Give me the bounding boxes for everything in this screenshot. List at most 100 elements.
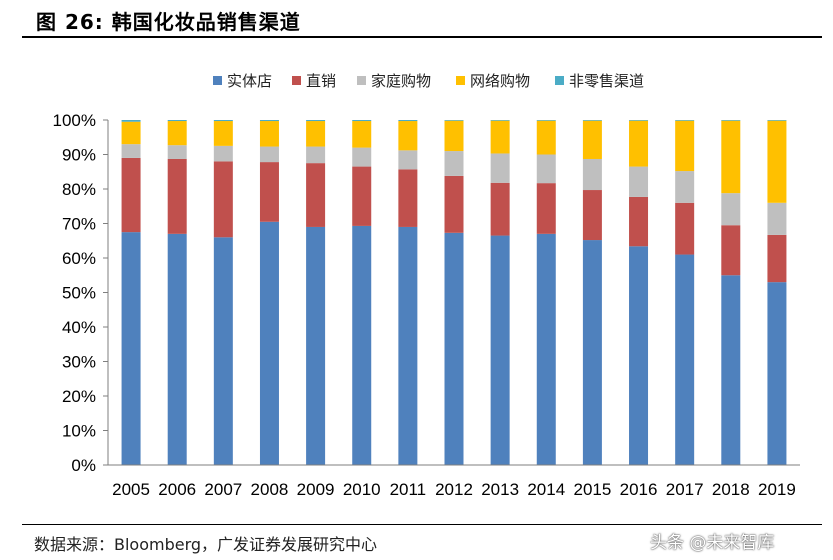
- bar-segment-2013-3: [490, 120, 510, 154]
- bar-segment-2012-2: [444, 151, 464, 176]
- bar-segment-2018-4: [721, 120, 741, 121]
- bar-segment-2014-4: [536, 120, 556, 121]
- bar-segment-2019-2: [767, 202, 787, 235]
- bar-segment-2016-2: [629, 166, 649, 197]
- bar-segment-2009-4: [306, 120, 326, 122]
- bar-segment-2017-1: [675, 202, 695, 255]
- bar-segment-2015-0: [582, 240, 602, 465]
- bar-segment-2013-0: [490, 235, 510, 465]
- bar-segment-2008-3: [259, 121, 279, 147]
- x-tick-label: 2017: [666, 480, 704, 499]
- x-tick-label: 2005: [112, 480, 150, 499]
- bar-segment-2015-4: [582, 120, 602, 121]
- x-tick-label: 2018: [712, 480, 750, 499]
- x-tick-label: 2012: [435, 480, 473, 499]
- legend-swatch-3: [456, 76, 465, 85]
- bar-segment-2014-3: [536, 120, 556, 155]
- bar-segment-2008-2: [259, 146, 279, 163]
- bar-segment-2019-0: [767, 282, 787, 465]
- bar-segment-2014-0: [536, 233, 556, 465]
- legend-label: 实体店: [227, 72, 272, 90]
- bar-segment-2013-2: [490, 153, 510, 183]
- x-tick-label: 2013: [481, 480, 519, 499]
- bar-segment-2012-1: [444, 175, 464, 233]
- bar-segment-2007-4: [213, 120, 233, 122]
- bar-segment-2007-1: [213, 161, 233, 238]
- bar-segment-2019-4: [767, 120, 787, 121]
- bar-segment-2010-0: [352, 225, 372, 465]
- bar-segment-2007-3: [213, 121, 233, 146]
- y-tick-label: 40%: [62, 318, 96, 337]
- bar-segment-2015-2: [582, 158, 602, 191]
- figure-title: 图 26: 韩国化妆品销售渠道: [36, 10, 301, 34]
- bar-segment-2017-0: [675, 254, 695, 465]
- y-tick-label: 70%: [62, 215, 96, 234]
- bar-segment-2009-1: [306, 163, 326, 227]
- x-tick-label: 2010: [343, 480, 381, 499]
- bar-segment-2017-4: [675, 120, 695, 121]
- bar-segment-2011-3: [398, 121, 418, 151]
- y-tick-label: 10%: [62, 422, 96, 441]
- bar-segment-2018-3: [721, 120, 741, 194]
- bar-segment-2005-3: [121, 121, 141, 145]
- legend-swatch-2: [357, 76, 366, 85]
- y-tick-label: 0%: [71, 456, 96, 475]
- bar-segment-2019-3: [767, 120, 787, 203]
- bar-segment-2015-3: [582, 120, 602, 159]
- x-tick-label: 2009: [297, 480, 335, 499]
- bar-segment-2005-2: [121, 144, 141, 158]
- bar-segment-2016-4: [629, 120, 649, 121]
- bar-segment-2009-0: [306, 226, 326, 465]
- y-tick-label: 50%: [62, 284, 96, 303]
- bar-segment-2005-1: [121, 157, 141, 233]
- bar-segment-2018-2: [721, 193, 741, 226]
- bar-segment-2005-0: [121, 232, 141, 465]
- x-tick-label: 2016: [620, 480, 658, 499]
- watermark: 头条 @未来智库: [650, 533, 775, 553]
- x-tick-label: 2011: [390, 480, 427, 499]
- bar-segment-2012-4: [444, 120, 464, 121]
- x-tick-label: 2014: [527, 480, 565, 499]
- bar-segment-2008-0: [259, 221, 279, 465]
- legend-label: 直销: [306, 72, 336, 90]
- bar-segment-2009-2: [306, 146, 326, 164]
- bar-segment-2005-4: [121, 120, 141, 122]
- bar-segment-2014-2: [536, 154, 556, 184]
- bar-segment-2010-2: [352, 147, 372, 167]
- bar-segment-2018-0: [721, 275, 741, 465]
- bar-segment-2011-2: [398, 150, 418, 170]
- bar-segment-2013-1: [490, 182, 510, 236]
- y-tick-label: 20%: [62, 387, 96, 406]
- bar-segment-2019-1: [767, 234, 787, 283]
- bar-segment-2016-0: [629, 246, 649, 465]
- x-tick-label: 2008: [251, 480, 289, 499]
- bar-segment-2012-0: [444, 232, 464, 465]
- bar-series: [121, 120, 787, 465]
- bar-segment-2007-2: [213, 145, 233, 162]
- bar-segment-2012-3: [444, 120, 464, 152]
- legend-label: 家庭购物: [371, 72, 431, 90]
- bar-segment-2017-2: [675, 171, 695, 203]
- legend-label: 网络购物: [470, 72, 530, 90]
- bar-segment-2018-1: [721, 225, 741, 276]
- y-tick-label: 60%: [62, 249, 96, 268]
- bar-segment-2008-1: [259, 162, 279, 222]
- bar-segment-2006-4: [167, 120, 187, 122]
- bar-segment-2014-1: [536, 183, 556, 234]
- x-tick-label: 2019: [758, 480, 796, 499]
- bar-segment-2016-3: [629, 120, 649, 167]
- x-tick-label: 2007: [204, 480, 242, 499]
- bar-segment-2015-1: [582, 190, 602, 241]
- x-tick-label: 2015: [573, 480, 611, 499]
- legend-label: 非零售渠道: [569, 72, 644, 90]
- bar-segment-2011-1: [398, 169, 418, 227]
- source-divider: [22, 524, 822, 525]
- bar-segment-2017-3: [675, 120, 695, 172]
- bar-segment-2006-2: [167, 145, 187, 159]
- legend-swatch-0: [213, 76, 222, 85]
- bar-segment-2006-3: [167, 121, 187, 146]
- title-divider: [22, 36, 822, 38]
- bar-segment-2006-1: [167, 158, 187, 234]
- bar-segment-2009-3: [306, 121, 326, 147]
